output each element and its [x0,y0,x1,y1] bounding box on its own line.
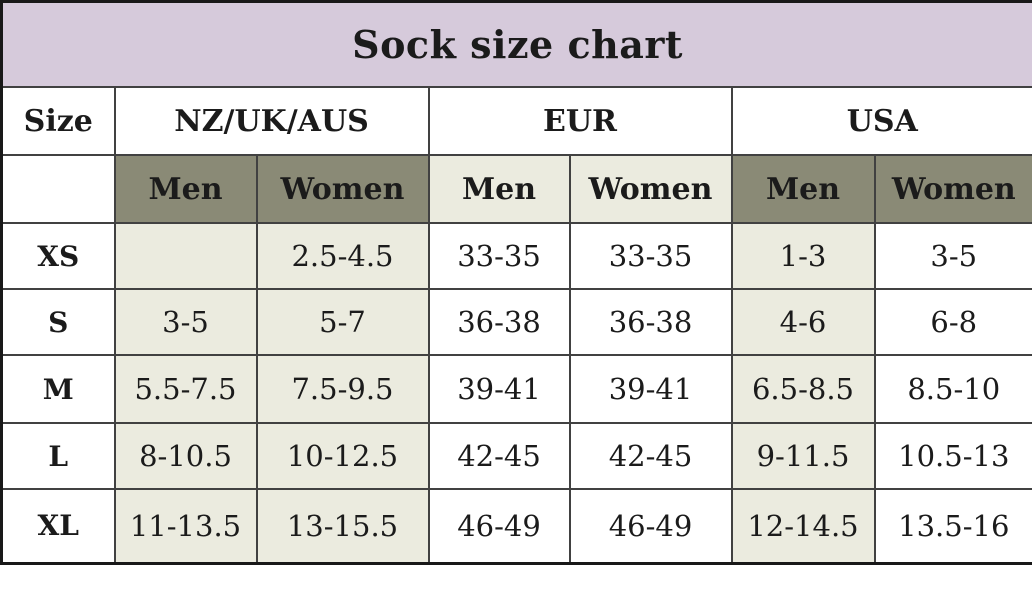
cell-l-nz-men: 8-10.5 [113,422,258,490]
cell-s-nz-men: 3-5 [113,288,258,356]
column-group-usa: USA [730,86,1032,156]
cell-xl-usa-women: 13.5-16 [873,488,1032,564]
cell-xl-nz-men: 11-13.5 [113,488,258,564]
cell-l-eur-women: 42-45 [568,422,733,490]
gender-subheader-row: Men Women Men Women Men Women [0,154,1032,224]
row-label-xs: XS [0,222,116,290]
cell-xl-nz-women: 13-15.5 [255,488,430,564]
cell-m-usa-women: 8.5-10 [873,354,1032,424]
column-group-nz-uk-aus: NZ/UK/AUS [113,86,430,156]
subheader-eur-women: Women [568,154,733,224]
cell-xl-eur-men: 46-49 [427,488,571,564]
cell-xl-eur-women: 46-49 [568,488,733,564]
subheader-nz-women: Women [255,154,430,224]
chart-title: Sock size chart [0,0,1032,88]
cell-xs-usa-men: 1-3 [730,222,876,290]
table-row-m: M 5.5-7.5 7.5-9.5 39-41 39-41 6.5-8.5 8.… [0,354,1032,424]
table-row-l: L 8-10.5 10-12.5 42-45 42-45 9-11.5 10.5… [0,422,1032,490]
cell-l-usa-women: 10.5-13 [873,422,1032,490]
subheader-empty [0,154,116,224]
cell-m-usa-men: 6.5-8.5 [730,354,876,424]
subheader-usa-women: Women [873,154,1032,224]
cell-s-eur-women: 36-38 [568,288,733,356]
cell-xs-nz-men [113,222,258,290]
subheader-usa-men: Men [730,154,876,224]
cell-s-eur-men: 36-38 [427,288,571,356]
cell-xl-usa-men: 12-14.5 [730,488,876,564]
cell-s-usa-women: 6-8 [873,288,1032,356]
row-label-m: M [0,354,116,424]
title-row: Sock size chart [0,0,1032,88]
subheader-eur-men: Men [427,154,571,224]
cell-xs-usa-women: 3-5 [873,222,1032,290]
cell-xs-eur-men: 33-35 [427,222,571,290]
cell-m-eur-men: 39-41 [427,354,571,424]
cell-m-eur-women: 39-41 [568,354,733,424]
cell-m-nz-women: 7.5-9.5 [255,354,430,424]
cell-l-nz-women: 10-12.5 [255,422,430,490]
column-group-header-row: Size NZ/UK/AUS EUR USA [0,86,1032,156]
cell-s-usa-men: 4-6 [730,288,876,356]
cell-s-nz-women: 5-7 [255,288,430,356]
table-row-xl: XL 11-13.5 13-15.5 46-49 46-49 12-14.5 1… [0,488,1032,564]
table-row-s: S 3-5 5-7 36-38 36-38 4-6 6-8 [0,288,1032,356]
sock-size-chart-table: Sock size chart Size NZ/UK/AUS EUR USA M… [0,0,1032,565]
row-label-xl: XL [0,488,116,564]
table-row-xs: XS 2.5-4.5 33-35 33-35 1-3 3-5 [0,222,1032,290]
column-header-size: Size [0,86,116,156]
cell-xs-nz-women: 2.5-4.5 [255,222,430,290]
cell-m-nz-men: 5.5-7.5 [113,354,258,424]
row-label-s: S [0,288,116,356]
cell-l-eur-men: 42-45 [427,422,571,490]
cell-l-usa-men: 9-11.5 [730,422,876,490]
subheader-nz-men: Men [113,154,258,224]
column-group-eur: EUR [427,86,733,156]
row-label-l: L [0,422,116,490]
cell-xs-eur-women: 33-35 [568,222,733,290]
